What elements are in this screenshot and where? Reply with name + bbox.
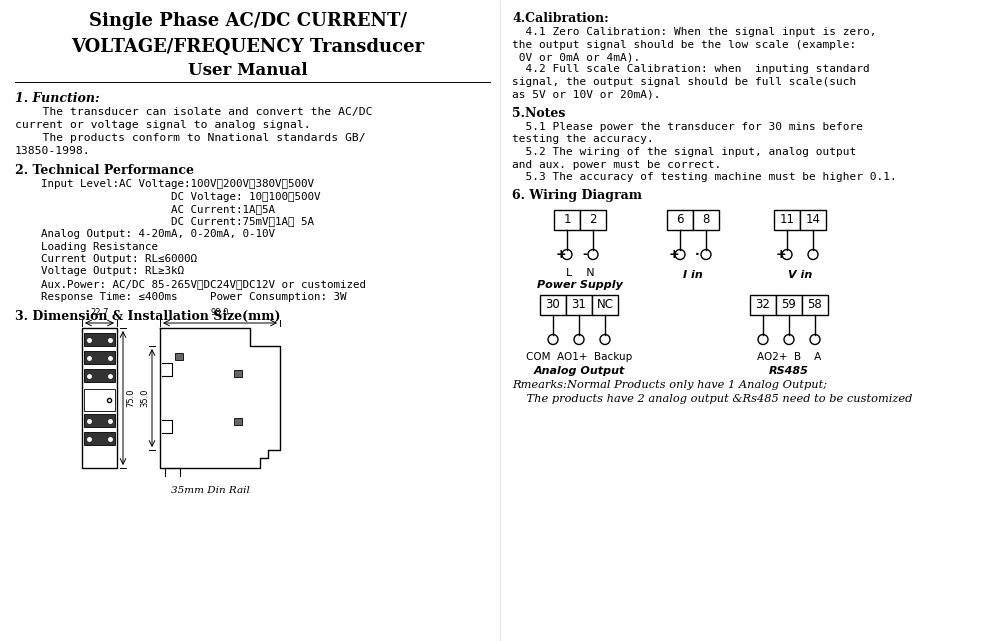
Bar: [693, 210, 719, 229]
Bar: [234, 418, 242, 425]
Text: 4.1 Zero Calibration: When the signal input is zero,: 4.1 Zero Calibration: When the signal in…: [512, 27, 876, 37]
Text: DC Voltage: 10、100、500V: DC Voltage: 10、100、500V: [15, 192, 320, 201]
Text: 31: 31: [572, 298, 586, 311]
Text: The transducer can isolate and convert the AC/DC: The transducer can isolate and convert t…: [15, 107, 372, 117]
Text: Analog Output: 4-20mA, 0-20mA, 0-10V: Analog Output: 4-20mA, 0-20mA, 0-10V: [15, 229, 275, 239]
Text: Aux.Power: AC/DC 85-265V、DC24V、DC12V or customized: Aux.Power: AC/DC 85-265V、DC24V、DC12V or …: [15, 279, 366, 289]
Text: Voltage Output: RL≥3kΩ: Voltage Output: RL≥3kΩ: [15, 267, 184, 276]
Text: 5.Notes: 5.Notes: [512, 107, 565, 120]
Bar: [84, 389, 115, 411]
Bar: [566, 294, 592, 315]
Text: and aux. power must be correct.: and aux. power must be correct.: [512, 160, 721, 169]
Text: ·: ·: [695, 248, 700, 261]
Text: L    N: L N: [566, 267, 594, 278]
Bar: [84, 333, 115, 346]
Text: 59: 59: [782, 298, 796, 311]
Text: 35.0: 35.0: [140, 388, 149, 407]
Text: COM  AO1+  Backup: COM AO1+ Backup: [526, 353, 632, 363]
Text: +: +: [776, 248, 787, 261]
Text: the output signal should be the low scale (example:: the output signal should be the low scal…: [512, 40, 856, 49]
Text: NC: NC: [596, 298, 614, 311]
Text: +: +: [556, 248, 567, 261]
Text: 58: 58: [808, 298, 822, 311]
Text: 14: 14: [806, 213, 820, 226]
Text: The products conform to Nnational standards GB/: The products conform to Nnational standa…: [15, 133, 366, 143]
Text: AC Current:1A、5A: AC Current:1A、5A: [15, 204, 275, 214]
Text: 3. Dimension & Installation Size(mm): 3. Dimension & Installation Size(mm): [15, 310, 280, 323]
Bar: [750, 294, 776, 315]
Text: 4.2 Full scale Calibration: when  inputing standard: 4.2 Full scale Calibration: when inputin…: [512, 65, 870, 74]
Text: 1: 1: [563, 213, 571, 226]
Text: Rmearks:Normal Products only have 1 Analog Output;: Rmearks:Normal Products only have 1 Anal…: [512, 379, 827, 390]
Bar: [592, 294, 618, 315]
Text: V in: V in: [788, 269, 812, 279]
Text: 75.0: 75.0: [126, 388, 135, 407]
Text: 4.Calibration:: 4.Calibration:: [512, 12, 609, 25]
Text: 5.2 The wiring of the signal input, analog output: 5.2 The wiring of the signal input, anal…: [512, 147, 856, 157]
Text: Response Time: ≤400ms     Power Consumption: 3W: Response Time: ≤400ms Power Consumption:…: [15, 292, 347, 301]
Text: current or voltage signal to analog signal.: current or voltage signal to analog sign…: [15, 120, 311, 130]
Text: as 5V or 10V or 20mA).: as 5V or 10V or 20mA).: [512, 90, 660, 99]
Text: AO2+  B    A: AO2+ B A: [757, 353, 821, 363]
Text: User Manual: User Manual: [188, 62, 308, 79]
Text: 0V or 0mA or 4mA).: 0V or 0mA or 4mA).: [512, 52, 640, 62]
Text: Single Phase AC/DC CURRENT/: Single Phase AC/DC CURRENT/: [89, 12, 407, 30]
Bar: [554, 210, 580, 229]
Bar: [84, 432, 115, 445]
Text: 22.7: 22.7: [90, 308, 109, 317]
Bar: [776, 294, 802, 315]
Bar: [540, 294, 566, 315]
Bar: [580, 210, 606, 229]
Text: Input Level:AC Voltage:100V、200V、380V、500V: Input Level:AC Voltage:100V、200V、380V、50…: [15, 179, 314, 189]
Text: 6: 6: [676, 213, 684, 226]
Text: 1. Function:: 1. Function:: [15, 92, 100, 105]
Text: 11: 11: [780, 213, 794, 226]
Text: Current Output: RL≤6000Ω: Current Output: RL≤6000Ω: [15, 254, 197, 264]
Text: DC Current:75mV、1A、 5A: DC Current:75mV、1A、 5A: [15, 217, 314, 226]
Bar: [234, 370, 242, 377]
Text: 32: 32: [756, 298, 770, 311]
Text: 30: 30: [546, 298, 560, 311]
Text: +: +: [669, 248, 680, 261]
Text: -: -: [582, 248, 587, 261]
Text: 98.0: 98.0: [211, 308, 229, 317]
Text: 2. Technical Performance: 2. Technical Performance: [15, 164, 194, 177]
Text: 35mm Din Rail: 35mm Din Rail: [171, 486, 249, 495]
Bar: [802, 294, 828, 315]
Bar: [800, 210, 826, 229]
Text: 13850-1998.: 13850-1998.: [15, 146, 91, 156]
Text: 5.1 Please power the transducer for 30 mins before: 5.1 Please power the transducer for 30 m…: [512, 122, 863, 132]
Text: VOLTAGE/FREQUENCY Transducer: VOLTAGE/FREQUENCY Transducer: [71, 38, 425, 56]
Text: Power Supply: Power Supply: [537, 279, 623, 290]
Bar: [175, 353, 183, 360]
Text: 2: 2: [589, 213, 597, 226]
Bar: [84, 369, 115, 382]
Bar: [84, 414, 115, 427]
Text: signal, the output signal should be full scale(such: signal, the output signal should be full…: [512, 77, 856, 87]
Text: 6. Wiring Diagram: 6. Wiring Diagram: [512, 190, 642, 203]
Bar: [667, 210, 693, 229]
Bar: [774, 210, 800, 229]
Text: Loading Resistance: Loading Resistance: [15, 242, 158, 251]
Text: I in: I in: [683, 269, 703, 279]
Bar: [84, 351, 115, 364]
Text: RS485: RS485: [769, 367, 809, 376]
Bar: [82, 328, 117, 468]
Text: 5.3 The accuracy of testing machine must be higher 0.1.: 5.3 The accuracy of testing machine must…: [512, 172, 897, 182]
Text: 8: 8: [702, 213, 710, 226]
Text: testing the accuracy.: testing the accuracy.: [512, 135, 654, 144]
Text: Analog Output: Analog Output: [533, 367, 625, 376]
Text: The products have 2 analog output &Rs485 need to be customized: The products have 2 analog output &Rs485…: [512, 394, 912, 403]
